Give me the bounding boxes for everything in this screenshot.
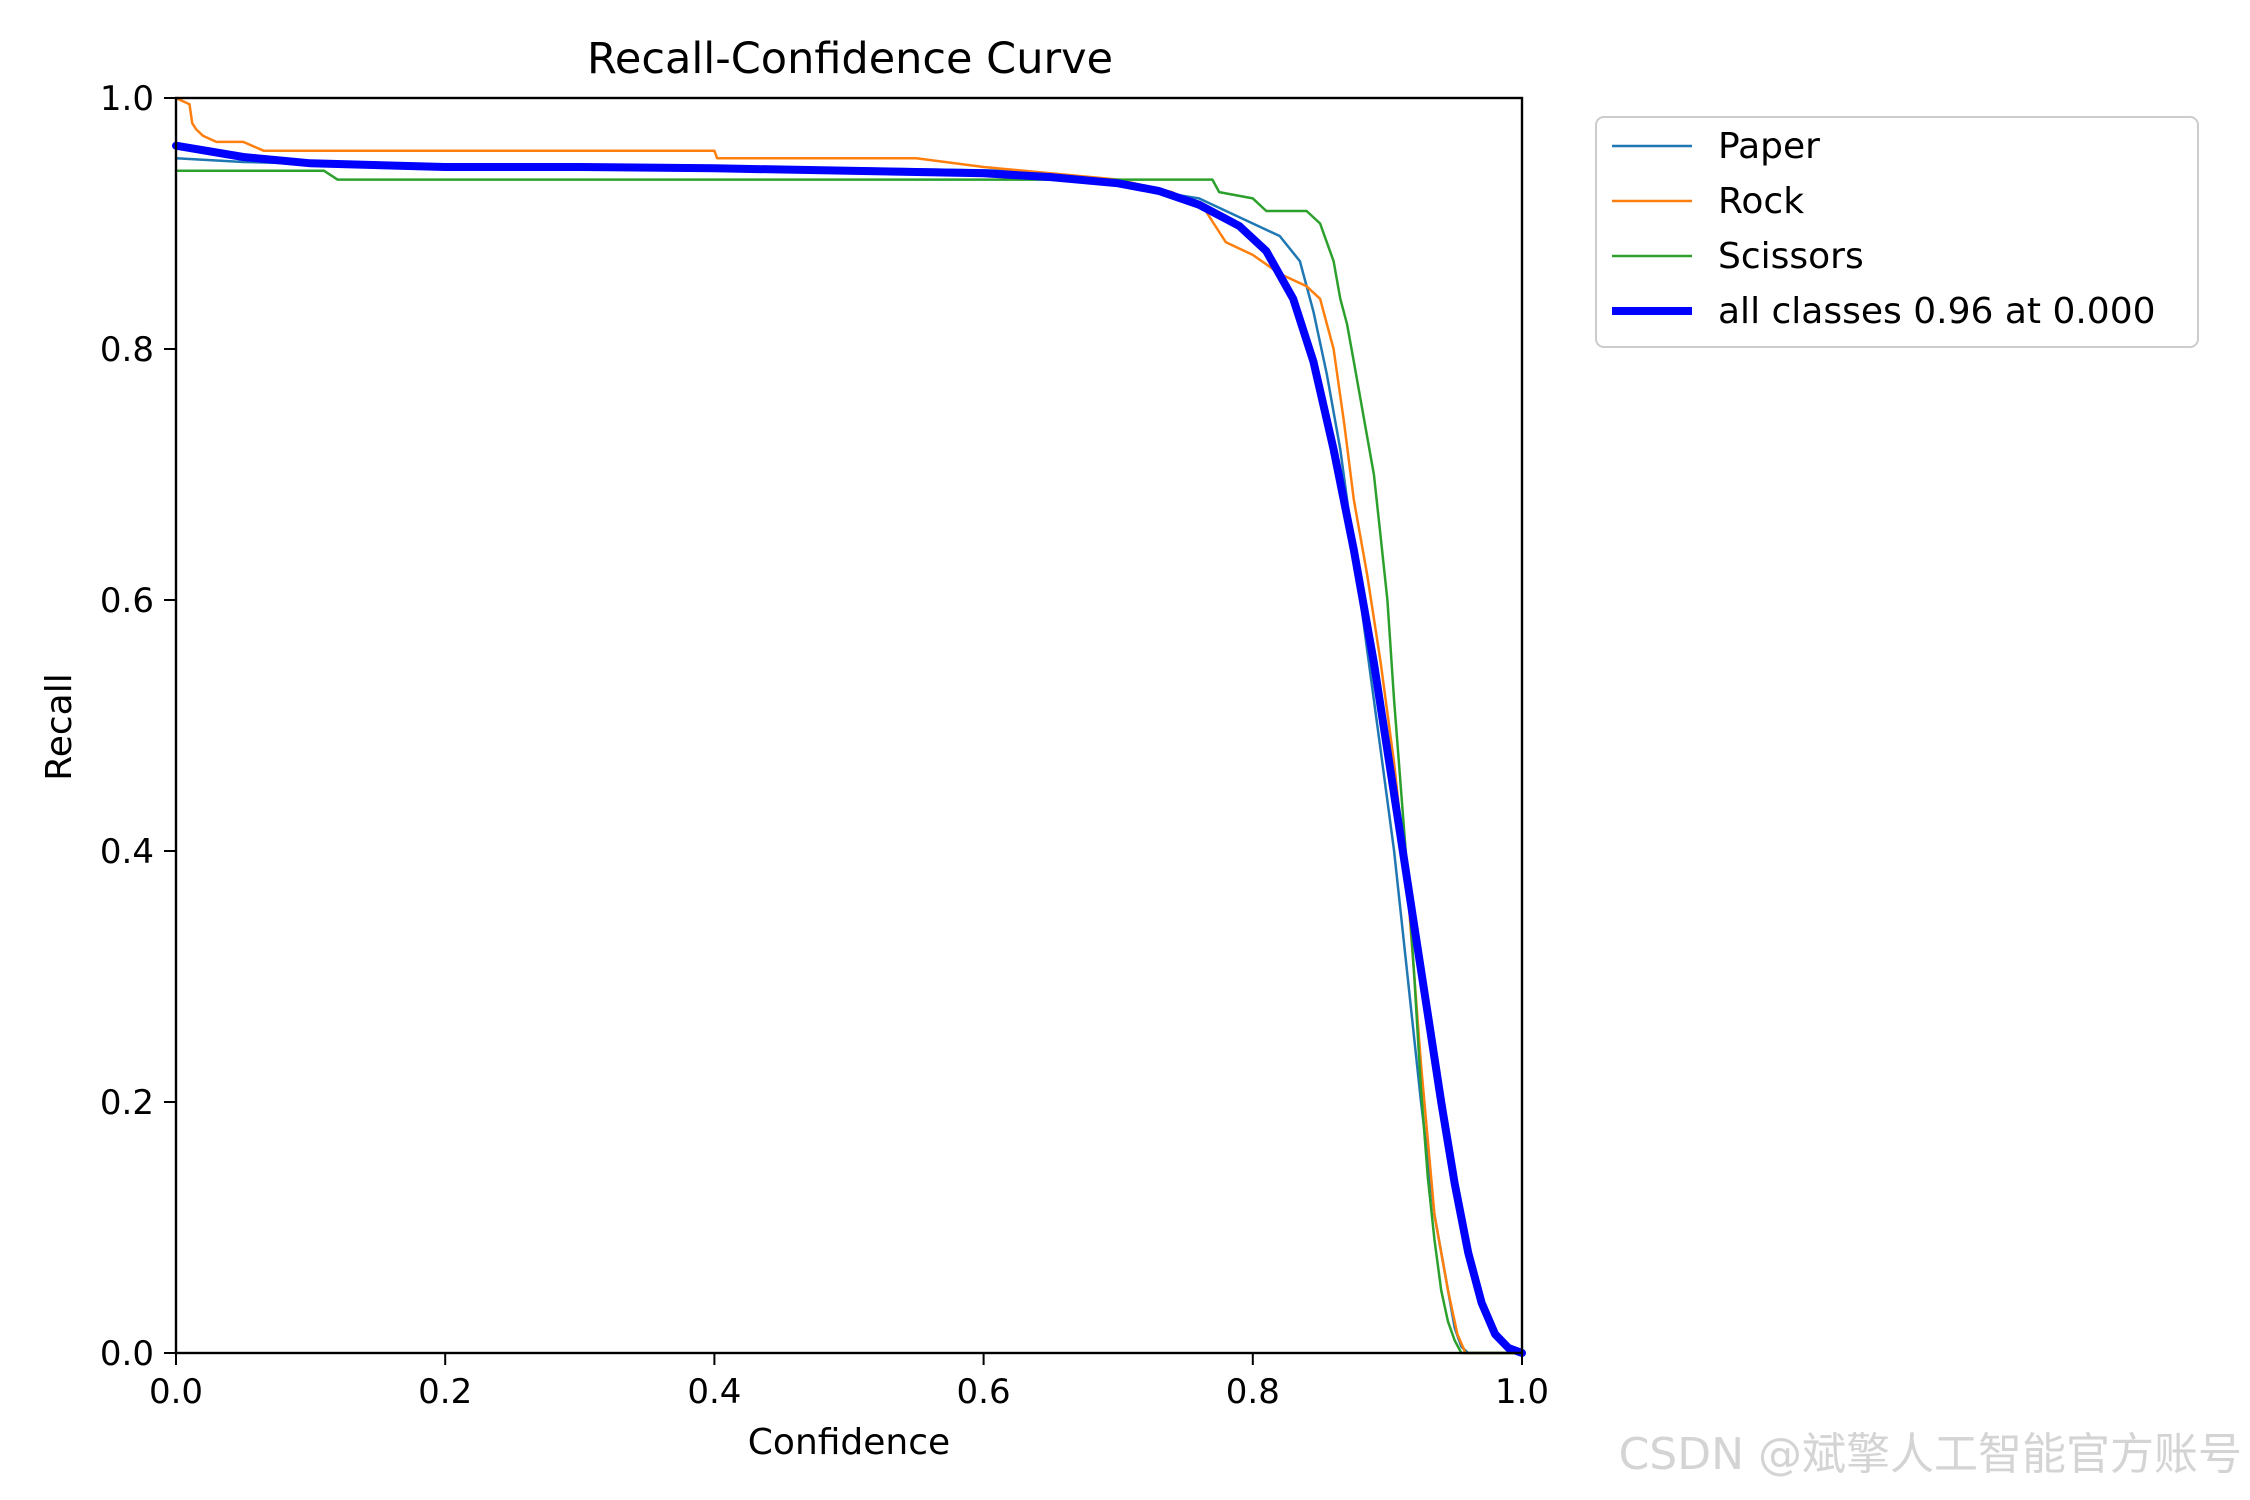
y-tick-label: 0.8 [100,330,154,370]
x-axis-ticks: 0.0 0.2 0.4 0.6 0.8 1.0 [149,1353,1549,1412]
plot-lines [172,96,1526,1357]
y-tick-label: 1.0 [100,79,154,119]
legend-label-1: Rock [1718,181,1804,222]
plot-frame [174,96,1524,1355]
legend-label-0: Paper [1718,126,1820,167]
x-tick-label: 0.4 [687,1372,741,1412]
chart-title: Recall-Confidence Curve [587,34,1113,84]
y-tick-label: 0.0 [100,1334,154,1374]
legend-label-3: all classes 0.96 at 0.000 [1718,291,2156,332]
series-line-0 [174,156,1524,1355]
x-tick-label: 1.0 [1495,1372,1549,1412]
y-axis-ticks: 0.0 0.2 0.4 0.6 0.8 1.0 [100,79,176,1374]
y-tick-label: 0.4 [100,832,154,872]
series-line-1 [174,96,1524,1355]
legend: Paper Rock Scissors all classes 0.96 at 0.0… [1595,116,2199,348]
y-tick-label: 0.2 [100,1083,154,1123]
series-line-3 [172,141,1526,1357]
y-tick-label: 0.6 [100,581,154,621]
legend-frame [1595,116,2199,348]
series-line-2 [174,169,1524,1355]
legend-label-2: Scissors [1718,236,1864,277]
x-tick-label: 0.8 [1226,1372,1280,1412]
x-tick-label: 0.6 [957,1372,1011,1412]
y-axis-label: Recall [39,673,80,780]
x-axis-label: Confidence [748,1422,950,1463]
watermark: CSDN @斌擎人工智能官方账号 [1618,1429,2242,1480]
x-tick-label: 0.0 [149,1372,203,1412]
x-tick-label: 0.2 [418,1372,472,1412]
